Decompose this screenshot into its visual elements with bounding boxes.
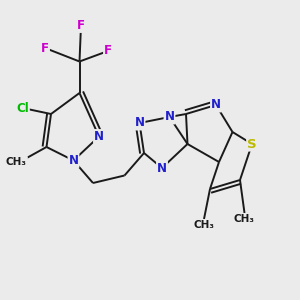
Text: CH₃: CH₃ xyxy=(234,214,255,224)
Text: Cl: Cl xyxy=(16,101,29,115)
Text: CH₃: CH₃ xyxy=(194,220,214,230)
Text: N: N xyxy=(134,116,145,130)
Text: N: N xyxy=(211,98,221,112)
Text: CH₃: CH₃ xyxy=(6,157,27,167)
Text: N: N xyxy=(68,154,79,167)
Text: N: N xyxy=(157,161,167,175)
Text: S: S xyxy=(247,137,257,151)
Text: F: F xyxy=(41,41,49,55)
Text: F: F xyxy=(77,19,85,32)
Text: N: N xyxy=(164,110,175,124)
Text: N: N xyxy=(94,130,104,143)
Text: F: F xyxy=(104,44,112,58)
